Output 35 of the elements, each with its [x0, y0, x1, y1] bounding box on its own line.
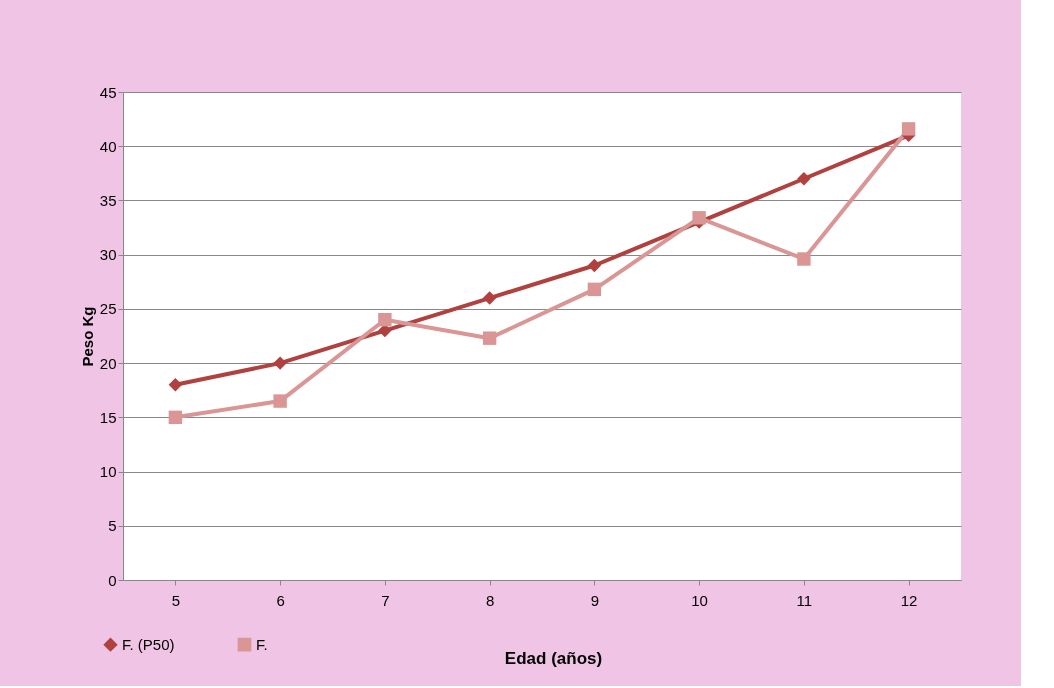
x-tick-label: 7: [381, 591, 390, 609]
y-tick-label: 0: [108, 571, 117, 589]
x-axis-title: Edad (años): [504, 648, 603, 668]
x-tick-label: 6: [276, 591, 285, 609]
point: [901, 122, 916, 136]
point: [482, 291, 497, 305]
x-tick-label: 9: [590, 591, 600, 609]
y-tick-label: 30: [99, 246, 117, 264]
legend-label: F.: [256, 635, 268, 653]
point: [587, 282, 602, 297]
point: [378, 313, 392, 327]
point: [168, 410, 183, 425]
point: [168, 378, 183, 392]
point: [273, 356, 287, 370]
y-tick-label: 35: [99, 191, 117, 209]
point: [587, 258, 602, 273]
x-tick-label: 10: [691, 591, 708, 609]
x-tick-label: 11: [796, 591, 813, 609]
y-tick-label: 10: [99, 463, 117, 481]
legend-label: F. (P50): [122, 635, 175, 653]
y-tick-label: 15: [99, 408, 117, 426]
x-tick-label: 8: [485, 591, 495, 609]
point: [797, 252, 811, 266]
point: [273, 394, 287, 408]
y-tick-label: 25: [99, 300, 117, 318]
point: [692, 211, 706, 225]
y-tick-label: 40: [99, 137, 117, 155]
x-tick-label: 12: [900, 591, 918, 609]
y-axis-title: Peso Kg: [78, 306, 96, 367]
y-tick-label: 5: [108, 517, 117, 535]
point: [797, 172, 811, 186]
y-tick-label: 45: [99, 83, 117, 101]
y-tick-label: 20: [99, 354, 117, 372]
x-tick-label: 5: [171, 591, 181, 609]
point: [482, 331, 497, 345]
